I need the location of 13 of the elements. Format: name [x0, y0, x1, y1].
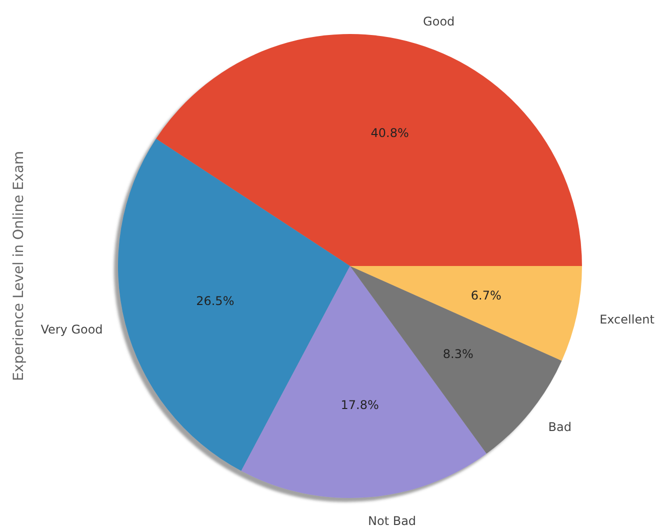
data-label: 17.8%	[340, 398, 379, 412]
slice-label: Good	[423, 14, 455, 29]
data-label: 6.7%	[470, 288, 502, 302]
data-label: 26.5%	[196, 294, 234, 308]
pie-slice	[350, 266, 582, 361]
slice-label: Bad	[548, 420, 572, 434]
data-label: 8.3%	[442, 346, 474, 361]
slice-label: Very Good	[40, 322, 103, 337]
slice-label: Not Bad	[368, 514, 416, 528]
data-label: 40.8%	[370, 126, 409, 140]
text: Experience Level in Online Exam	[10, 150, 27, 382]
slice-label: Excellent	[600, 312, 655, 326]
pie-slice	[156, 34, 582, 266]
